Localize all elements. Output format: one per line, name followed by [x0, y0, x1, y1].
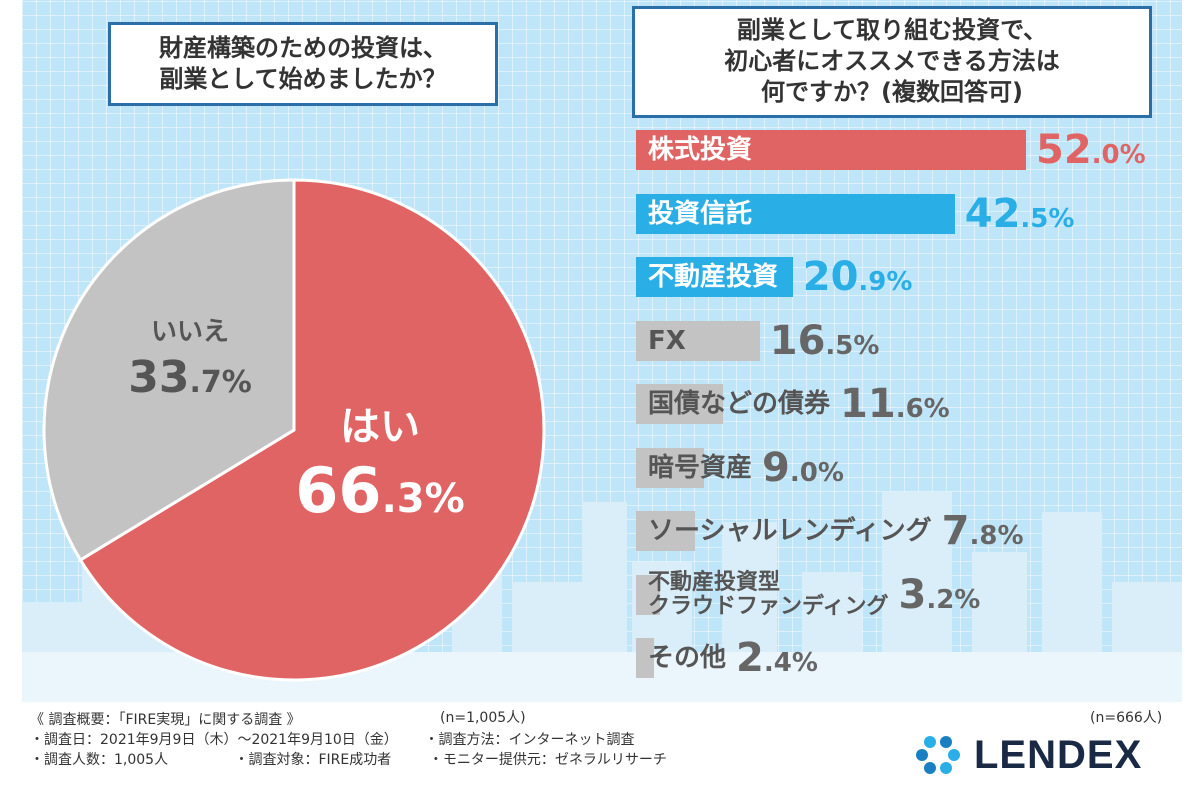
- bar-label: FX: [648, 326, 686, 356]
- bar-fill: [636, 194, 955, 234]
- survey-provider: ・モニター提供元：ゼネラルリサーチ: [428, 752, 667, 768]
- pie-slice-value-0: 66.3%: [295, 454, 464, 527]
- bar-fill: [636, 448, 704, 488]
- bar-question-box: 副業として取り組む投資で、 初心者にオススメできる方法は 何ですか？(複数回答可…: [632, 6, 1152, 118]
- bar-value-label: 9.0%: [762, 445, 844, 491]
- survey-count: ・調査人数：1,005人: [30, 752, 169, 768]
- pie-slice-label-0: はい: [340, 404, 420, 450]
- pie-slice-1: [42, 178, 296, 563]
- bar-value-label: 16.5%: [769, 318, 880, 364]
- pie-question-line2: 副業として始めましたか？: [159, 65, 447, 94]
- bar-fill: [636, 575, 660, 615]
- bar-fill: [636, 638, 654, 678]
- bar-fill: [636, 511, 695, 551]
- lendex-logo-icon: [916, 736, 960, 774]
- bar-fill: [636, 321, 760, 361]
- pie-slice-label-1: いいえ: [151, 317, 229, 347]
- bar-value-label: 11.6%: [840, 381, 950, 427]
- bar-label: 国債などの債券: [648, 389, 831, 419]
- bar-fill: [636, 130, 1026, 170]
- bar-sample-size: (n=666人): [1090, 710, 1163, 726]
- survey-method: ・調査方法：インターネット調査: [424, 732, 635, 748]
- lendex-logo-text: LENDEX: [974, 732, 1143, 777]
- survey-overview: 《 調査概要：「FIRE実現」に関する調査 》 ・調査日：2021年9月9日（木…: [30, 710, 667, 770]
- survey-date: ・調査日：2021年9月9日（木）～2021年9月10日（金）: [30, 732, 398, 748]
- bar-value-label: 7.8%: [941, 508, 1024, 554]
- pie-sample-size: (n=1,005人): [440, 710, 526, 726]
- bar-label: 投資信託: [648, 199, 753, 229]
- bar-label: その他: [648, 643, 727, 673]
- pie-slice-value-1: 33.7%: [128, 352, 252, 403]
- pie-question-box: 財産構築のための投資は、 副業として始めましたか？: [108, 22, 498, 106]
- bar-question-line2: 初心者にオススメできる方法は: [724, 47, 1060, 76]
- bar-label: 暗号資産: [648, 453, 753, 483]
- bar-question-line1: 副業として取り組む投資で、: [736, 16, 1048, 44]
- bar-fill: [636, 257, 793, 297]
- bar-value-label: 20.9%: [802, 254, 913, 300]
- pie-slice-0: [78, 178, 546, 682]
- bar-value-label: 2.4%: [736, 635, 818, 681]
- bar-value-label: 3.2%: [898, 572, 981, 618]
- bar-question-line3: 何ですか？(複数回答可): [761, 78, 1023, 107]
- survey-target: ・調査対象：FIRE成功者: [234, 752, 392, 768]
- bar-label: 不動産投資型 クラウドファンディング: [648, 570, 889, 619]
- bar-label: 不動産投資: [648, 262, 779, 292]
- bar-value-label: 52.0%: [1036, 127, 1146, 173]
- bar-value-label: 42.5%: [964, 191, 1075, 237]
- bar-fill: [636, 384, 723, 424]
- survey-title: 《 調査概要：「FIRE実現」に関する調査 》: [30, 712, 301, 728]
- pie-question-line1: 財産構築のための投資は、: [159, 34, 447, 62]
- bar-label: ソーシャルレンディング: [648, 516, 932, 546]
- bar-label: 株式投資: [648, 135, 753, 165]
- lendex-logo: LENDEX: [910, 730, 1142, 780]
